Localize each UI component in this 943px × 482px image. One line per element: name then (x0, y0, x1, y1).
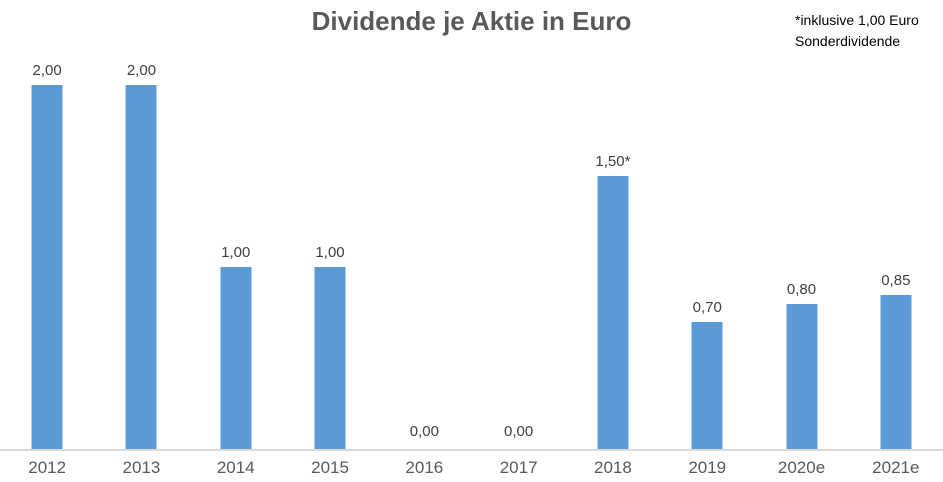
bar-2018 (597, 176, 629, 450)
x-axis-label-2017: 2017 (499, 458, 538, 477)
x-axis-label-2016: 2016 (405, 458, 444, 477)
x-axis-label-2021e: 2021e (872, 458, 920, 477)
bar-value-label-2012: 2,00 (32, 62, 62, 79)
bar-value-label-2021e: 0,85 (881, 272, 911, 289)
bar-value-label-2015: 1,00 (315, 244, 345, 261)
bar-column-2018: 1,50* (566, 0, 660, 450)
bar-column-2014: 1,00 (189, 0, 283, 450)
bar-2019 (691, 322, 723, 450)
bar-2013 (125, 85, 157, 450)
bar-value-label-2019: 0,70 (692, 299, 722, 316)
bar-2021e (880, 295, 912, 450)
bar-column-2021e: 0,85 (849, 0, 943, 450)
bar-column-2013: 2,00 (94, 0, 188, 450)
bar-column-2015: 1,00 (283, 0, 377, 450)
x-axis-label-2018: 2018 (594, 458, 632, 477)
bar-column-2019: 0,70 (660, 0, 754, 450)
bar-value-label-2014: 1,00 (221, 244, 251, 261)
bar-column-2016: 0,00 (377, 0, 471, 450)
bar-2014 (220, 267, 252, 450)
x-axis-line (0, 449, 943, 451)
bar-value-label-2020e: 0,80 (786, 281, 817, 298)
bar-value-label-2013: 2,00 (126, 62, 157, 79)
plot-area: 2,00 2,00 1,00 1,00 0,00 0,00 1,50* 0,70 0,80 0,8… (0, 0, 943, 450)
bar-2015 (314, 267, 346, 450)
bar-column-2017: 0,00 (471, 0, 565, 450)
x-axis-label-2019: 2019 (688, 458, 727, 477)
x-axis-label-2013: 2013 (122, 458, 161, 477)
x-axis-label-2012: 2012 (28, 458, 67, 477)
bar-column-2020e: 0,80 (754, 0, 848, 450)
x-axis-label-2014: 2014 (216, 458, 255, 477)
footnote-annotation: *inklusive 1,00 Euro Sonderdividende (795, 10, 919, 52)
x-axis-labels: 2012 2013 2014 2015 2016 2017 2018 2019 2020e 202… (0, 458, 943, 478)
x-axis-label-2015: 2015 (311, 458, 349, 477)
bar-column-2012: 2,00 (0, 0, 94, 450)
bar-2020e (786, 304, 818, 450)
chart-title: Dividende je Aktie in Euro (311, 6, 632, 36)
bar-value-label-2017: 0,00 (504, 423, 534, 440)
footnote-line-2: Sonderdividende (795, 33, 901, 49)
footnote-line-1: *inklusive 1,00 Euro (795, 12, 919, 28)
bar-value-label-2016: 0,00 (409, 423, 439, 440)
x-axis-label-2020e: 2020e (777, 458, 826, 477)
bar-value-label-2018: 1,50* (595, 153, 631, 170)
bar-2012 (31, 85, 63, 450)
